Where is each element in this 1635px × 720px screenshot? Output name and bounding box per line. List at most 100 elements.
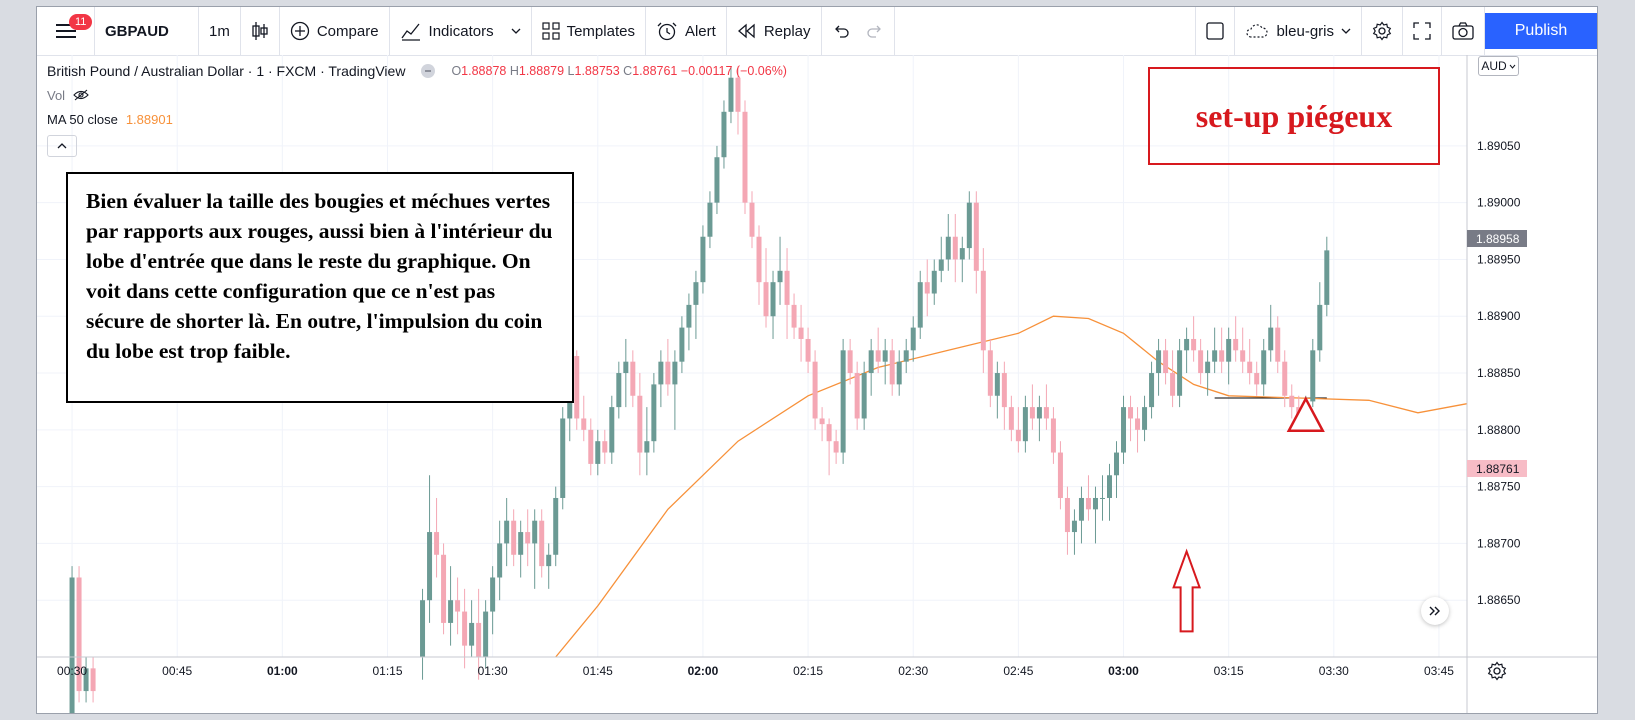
candle-body: [875, 350, 881, 362]
camera-icon: [1452, 22, 1474, 40]
axes-layer: 1.89050 1.89000 1.88950 1.88900 1.88850 1.888…: [37, 55, 1597, 713]
candle-down: [1247, 338, 1253, 385]
candle-body: [749, 202, 755, 237]
candle-body: [644, 441, 650, 453]
candle-up: [1078, 486, 1084, 544]
alert-button[interactable]: Alert: [646, 7, 727, 55]
cloud-icon: [1245, 23, 1269, 39]
candle-body: [532, 520, 538, 544]
compare-button[interactable]: Compare: [280, 7, 390, 55]
candle-down: [1085, 475, 1091, 521]
candle-body: [1198, 350, 1204, 374]
volume-row: Vol: [47, 83, 787, 107]
y-tick-label: 1.88650: [1477, 593, 1521, 607]
candle-down: [973, 191, 979, 294]
settings-button[interactable]: [1362, 7, 1403, 55]
candle-up: [931, 259, 937, 305]
undo-icon[interactable]: [832, 24, 850, 38]
templates-button[interactable]: Templates: [532, 7, 646, 55]
candle-body: [420, 600, 426, 657]
candle-down: [462, 588, 468, 669]
chart-canvas[interactable]: 1.89050 1.89000 1.88950 1.88900 1.88850 1.888…: [37, 7, 1598, 714]
candle-body: [1022, 407, 1028, 442]
interval-button[interactable]: 1m: [199, 7, 241, 55]
x-tick-label: 03:00: [1108, 664, 1139, 678]
candle-body: [476, 622, 482, 657]
candle-body: [1008, 407, 1014, 430]
x-tick-label: 01:45: [583, 664, 613, 678]
candle-up: [1121, 395, 1127, 464]
candle-up: [448, 566, 454, 646]
candle-body: [1029, 407, 1035, 419]
candle-body: [882, 350, 888, 362]
axis-settings-button[interactable]: [1487, 661, 1507, 686]
candle-down: [630, 350, 636, 408]
candle-down: [525, 509, 531, 567]
x-tick-label: 03:30: [1319, 664, 1349, 678]
candle-up: [651, 373, 657, 453]
candle-up: [672, 350, 678, 430]
chevron-up-icon: [57, 143, 67, 149]
candle-up: [532, 509, 538, 589]
candle-body: [973, 202, 979, 271]
y-tick-label: 1.88800: [1477, 423, 1521, 437]
candle-body: [700, 236, 706, 283]
chart-type-button[interactable]: [241, 7, 280, 55]
menu-button[interactable]: 11: [37, 7, 95, 55]
candle-body: [854, 373, 860, 419]
candle-up: [1156, 338, 1162, 396]
candle-down: [588, 418, 594, 476]
candle-body: [1324, 250, 1330, 305]
candle-up: [903, 338, 909, 374]
candle-body: [574, 356, 580, 419]
candle-body: [742, 111, 748, 203]
candle-body: [595, 441, 601, 464]
fullscreen-button[interactable]: [1403, 7, 1442, 55]
setup-label-box: set-up piégeux: [1148, 67, 1440, 165]
candle-down: [574, 350, 580, 430]
publish-button[interactable]: Publish: [1485, 13, 1597, 49]
rewind-icon: [737, 23, 757, 39]
candle-body: [665, 361, 671, 385]
layout-toggle-button[interactable]: [1195, 7, 1236, 55]
candle-up: [658, 350, 664, 408]
candle-body: [672, 361, 678, 385]
currency-button[interactable]: AUD: [1478, 56, 1519, 76]
replay-label: Replay: [763, 22, 811, 40]
x-tick-label: 03:45: [1424, 664, 1454, 678]
eye-crossed-icon[interactable]: [73, 89, 89, 101]
layout-name-button[interactable]: bleu-gris: [1235, 7, 1362, 55]
redo-icon[interactable]: [866, 24, 884, 38]
square-icon: [1206, 22, 1225, 40]
indicators-button[interactable]: Indicators: [390, 7, 532, 55]
candle-down: [784, 248, 790, 339]
replay-button[interactable]: Replay: [727, 7, 822, 55]
candle-body: [69, 577, 75, 713]
candle-up: [560, 407, 566, 510]
candle-down: [1029, 384, 1035, 430]
candle-up: [1184, 327, 1190, 374]
candle-down: [90, 657, 96, 703]
candle-body: [455, 600, 461, 612]
candle-body: [1057, 452, 1063, 498]
candle-body: [1128, 407, 1134, 419]
chart-annotations: [1172, 396, 1325, 633]
candle-body: [623, 361, 629, 374]
candle-down: [987, 338, 993, 408]
candle-up: [69, 566, 75, 713]
scroll-to-realtime-button[interactable]: [1421, 597, 1449, 625]
candle-body: [1043, 407, 1049, 419]
candle-up: [945, 214, 951, 271]
symbol-search-button[interactable]: GBPAUD: [95, 7, 199, 55]
double-chevron-right-icon: [1429, 606, 1441, 616]
y-tick-label: 1.88900: [1477, 309, 1521, 323]
candle-down: [875, 327, 881, 374]
candle-body: [728, 77, 734, 112]
snapshot-button[interactable]: [1442, 7, 1485, 55]
triangle-annotation: [1286, 396, 1325, 433]
legend-collapse-button[interactable]: [47, 135, 77, 157]
candle-body: [651, 384, 657, 442]
minus-circle-icon[interactable]: [421, 64, 436, 78]
candle-body: [1205, 361, 1211, 374]
x-tick-label: 01:00: [267, 664, 298, 678]
